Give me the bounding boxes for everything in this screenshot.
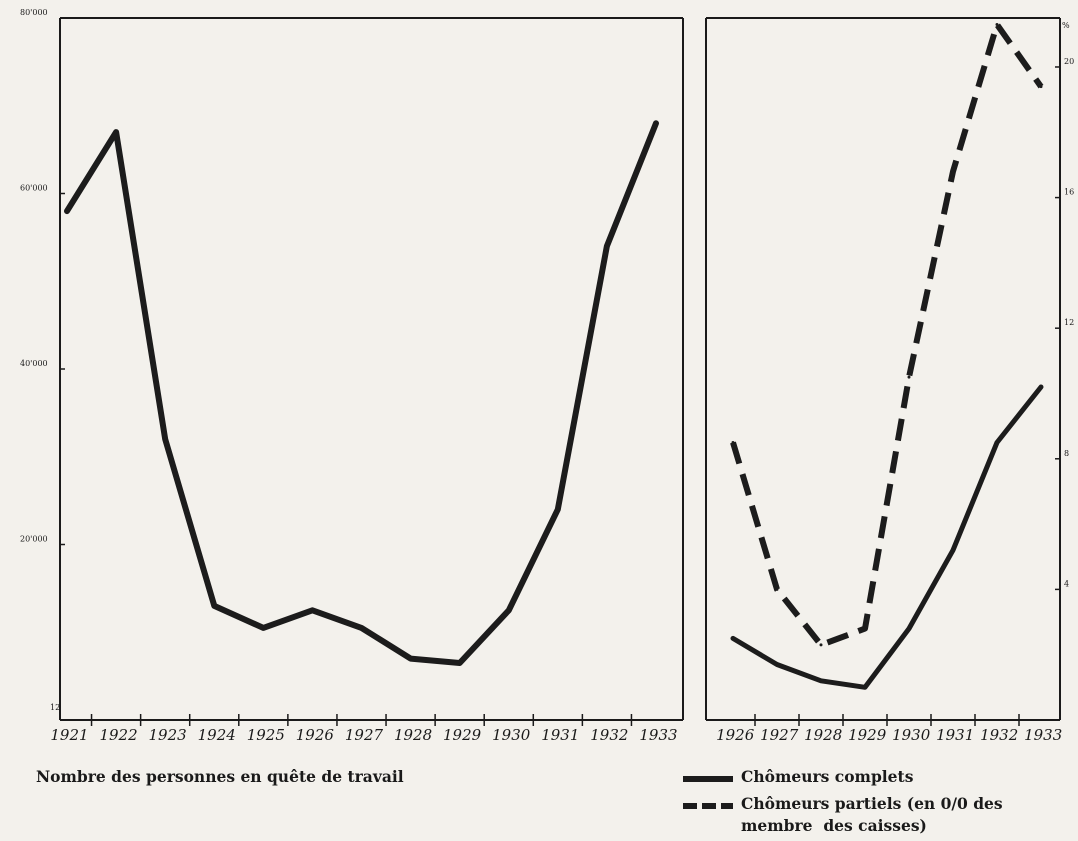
series-line-chomeurs-partiels [730,21,1044,648]
y-tick-label: 16 [1064,188,1074,197]
data-point-b [731,440,735,444]
y-tick-label: 20'000 [20,535,48,544]
data-point-a [863,685,867,689]
x-tick-label: 1931 [541,726,579,744]
data-point-b [863,627,867,631]
x-tick-label: 1924 [198,726,236,744]
data-point-a [409,657,413,661]
x-tick-label: 1929 [443,726,482,744]
data-point-a [731,636,735,640]
percent-unit-label: % [1062,21,1070,30]
x-tick-label: 1933 [639,726,677,744]
data-point-a [212,604,216,608]
data-point-a [360,626,363,630]
x-tick-label: 1929 [848,726,887,744]
x-tick-label: 1932 [590,726,628,744]
legend-entry-complets: Chômeurs complets [683,766,913,788]
y-tick-label: 4 [1064,579,1069,588]
x-tick-label: 1922 [99,726,137,744]
data-point-a [556,507,560,511]
data-point-b [1039,85,1043,89]
data-point-b [907,375,911,379]
data-point-a [995,440,999,444]
x-tick-label: 1927 [760,726,799,744]
data-point-a [163,437,167,441]
data-point-a [310,608,314,612]
y-tick-label: 40'000 [20,359,48,368]
legend-label-complets: Chômeurs complets [741,767,914,786]
y-tick-label: 8 [1064,449,1069,458]
corner-label: 12 [50,703,60,712]
x-tick-label: 1928 [394,726,432,744]
left-chart: 1921 1922 1923 1924 1925 1926 1927 1928 1929 1930… [20,8,684,744]
x-tick-label: 1928 [804,726,842,744]
legend-label-partiels: Chômeurs partiels (en 0/0 des [741,794,1003,813]
data-point-a [458,661,462,665]
data-point-b [995,23,999,27]
data-point-a [775,662,779,666]
data-point-a [507,608,511,612]
data-point-a [114,130,118,134]
legend-swatch-dashed [683,803,733,809]
left-chart-caption: Nombre des personnes en quête de travail [36,767,404,786]
data-point-a [261,626,265,630]
x-tick-label: 1921 [50,726,88,744]
data-point-a [1039,385,1043,389]
x-tick-label: 1923 [149,726,187,744]
legend-label-partiels-continued: membre des caisses) [741,816,927,836]
data-point-a [605,244,609,248]
x-tick-label: 1926 [296,726,335,744]
x-tick-label: 1933 [1024,726,1062,744]
data-point-a [819,679,823,683]
x-tick-label: 1925 [247,726,285,744]
legend-swatch-solid [683,776,733,782]
x-tick-label: 1927 [345,726,384,744]
series-line-personnes-en-quete [64,120,659,666]
x-tick-label: 1930 [492,726,531,744]
data-point-b [819,643,823,647]
x-tick-label: 1930 [892,726,931,744]
y-tick-label: 12 [1064,318,1074,327]
data-point-a [65,209,69,213]
x-tick-label: 1931 [936,726,974,744]
data-point-a [654,121,658,125]
x-tick-label: 1932 [980,726,1018,744]
legend-entry-partiels: Chômeurs partiels (en 0/0 des membre des… [683,793,1003,838]
data-point-b [951,169,955,173]
y-tick-label: 80'000 [20,8,48,17]
y-tick-label: 60'000 [20,184,48,193]
data-point-b [775,587,779,591]
data-point-a [907,627,911,631]
data-point-a [951,548,955,552]
x-tick-label: 1926 [716,726,755,744]
y-tick-label: 20 [1064,57,1074,66]
right-chart: 1926 1927 1928 1929 1930 1931 1932 1933 4 8 12 16 2… [705,17,1074,744]
series-line-chomeurs-complets [730,384,1044,690]
